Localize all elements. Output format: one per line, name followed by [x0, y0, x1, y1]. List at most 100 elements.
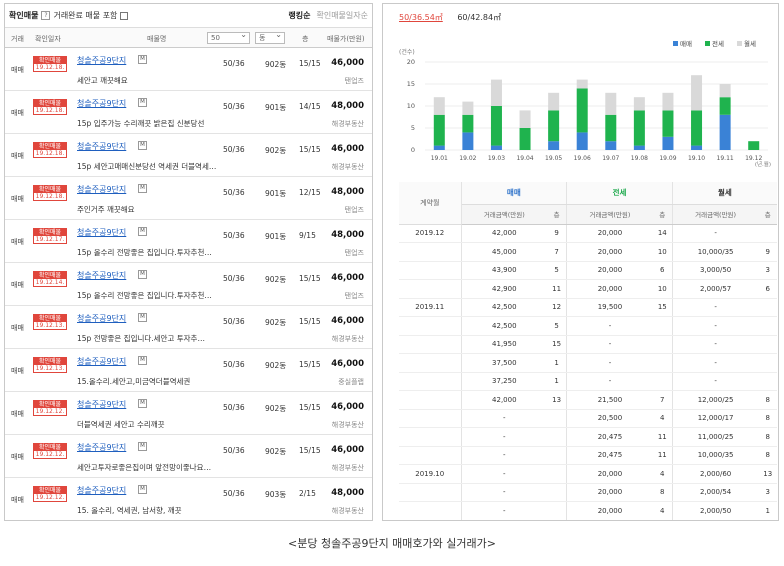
mobile-icon: M [138, 141, 147, 150]
sale-price: - [461, 409, 548, 428]
sale-floor [547, 446, 567, 465]
listing-name-link[interactable]: 청솔주공9단지 [77, 185, 127, 194]
confirmed-filter-label[interactable]: 확인매물 [9, 11, 39, 20]
jeonse-price: 20,000 [566, 261, 653, 280]
listing-name-link[interactable]: 청솔주공9단지 [77, 271, 127, 280]
listing-name-link[interactable]: 청솔주공9단지 [77, 443, 127, 452]
mobile-icon: M [138, 356, 147, 365]
monthly-price: 1,000/65 [672, 520, 758, 521]
listing-row[interactable]: 매매 확인매물 19.12.13. 청솔주공9단지 M 15p 전망좋은 집입니다.세안고… [5, 306, 372, 349]
listing-row[interactable]: 매매 확인매물 19.12.12. 청솔주공9단지 M 15. 올수리, 역세권, 남서향… [5, 478, 372, 520]
listing-description: 15p 올수리 전망좋은 집입니다.투자추천… [77, 291, 212, 300]
monthly-price: 3,000/50 [671, 261, 759, 280]
listing-name-link[interactable]: 청솔주공9단지 [77, 400, 127, 409]
listing-floor: 9/15 [299, 231, 316, 240]
area-tab-other[interactable]: 60/42.84㎡ [457, 13, 502, 22]
contract-month [399, 242, 462, 262]
jeonse-price: - [566, 335, 653, 354]
bar-segment [691, 110, 703, 146]
agent-name[interactable]: 해경부동산 [331, 421, 364, 429]
confirmed-date: 19.12.18. [34, 150, 66, 157]
agent-name[interactable]: 탠업즈 [344, 206, 364, 214]
bar-segment [519, 110, 531, 128]
bar-segment [633, 145, 645, 150]
dong-select[interactable]: 동 [255, 30, 285, 44]
listing-floor: 14/15 [299, 102, 321, 111]
sale-price: 43,900 [461, 261, 548, 280]
listing-row[interactable]: 매매 확인매물 19.12.18. 청솔주공9단지 M 15p 세안고매매신분당선 역세권… [5, 134, 372, 177]
agent-name[interactable]: 탠업즈 [344, 77, 364, 85]
x-tick-label: 19.07 [602, 155, 619, 162]
listing-dong: 901동 [265, 189, 287, 198]
confirmed-date: 19.12.12. [34, 451, 66, 458]
bar-segment [719, 97, 731, 115]
mobile-icon: M [138, 227, 147, 236]
confirmed-badge: 확인매물 19.12.12. [33, 486, 67, 502]
agent-name[interactable]: 해경부동산 [331, 120, 364, 128]
legend-swatch [737, 41, 742, 46]
contract-month [399, 501, 462, 520]
listing-price: 48,000 [331, 187, 364, 197]
listing-row[interactable]: 매매 확인매물 19.12.18. 청솔주공9단지 M 주인거주 깨끗해요 50/36 901… [5, 177, 372, 220]
monthly-floor [758, 372, 777, 391]
sale-floor: 11 [547, 279, 567, 299]
legend-label: 월세 [744, 39, 756, 48]
table-row: 2019.11 42,500 12 19,500 15- [399, 298, 777, 317]
agent-name[interactable]: 탠업즈 [344, 292, 364, 300]
table-row: -20,000 8 2,000/54 3 [399, 483, 777, 502]
listing-name-link[interactable]: 청솔주공9단지 [77, 56, 127, 65]
col-floor: 층 [302, 35, 309, 43]
sort-confirmed-date[interactable]: 확인매물일자순 [316, 11, 368, 20]
agent-name[interactable]: 중실플랩 [338, 378, 364, 386]
bar-segment [633, 97, 645, 111]
agent-name[interactable]: 해경부동산 [331, 335, 364, 343]
confirmed-badge-label: 확인매물 [34, 57, 66, 64]
sub-jeonse-price: 거래금액(만원) [566, 204, 653, 225]
listing-row[interactable]: 매매 확인매물 19.12.14. 청솔주공9단지 M 15p 올수리 전망좋은 집입니다… [5, 263, 372, 306]
help-icon[interactable]: ? [41, 11, 51, 20]
listing-row[interactable]: 매매 확인매물 19.12.12. 청솔주공9단지 M 더블역세권 세안고 수리깨끗 50/… [5, 392, 372, 435]
contract-month [399, 261, 462, 280]
mobile-icon: M [138, 270, 147, 279]
table-subhead: 거래금액(만원) 층 거래금액(만원) 층 거래금액(만원) 층 [399, 204, 777, 225]
listing-name-link[interactable]: 청솔주공9단지 [77, 357, 127, 366]
listing-area: 50/36 [223, 102, 245, 111]
listing-row[interactable]: 매매 확인매물 19.12.18. 청솔주공9단지 M 15p 입주가능 수리깨끗 밝은집… [5, 91, 372, 134]
bar-segment [719, 84, 731, 98]
bar-segment [548, 92, 560, 111]
listing-name-link[interactable]: 청솔주공9단지 [77, 228, 127, 237]
bar-segment [691, 145, 703, 150]
sale-floor: 12 [547, 298, 567, 317]
listing-name-link[interactable]: 청솔주공9단지 [77, 99, 127, 108]
monthly-price: - [671, 335, 759, 354]
listing-row[interactable]: 매매 확인매물 19.12.18. 청솔주공9단지 M 세안고 깨끗해요 50/36 902동… [5, 48, 372, 91]
jeonse-price: 20,475 [566, 446, 653, 465]
bar-segment [548, 110, 560, 142]
agent-name[interactable]: 탠업즈 [344, 249, 364, 257]
agent-name[interactable]: 해경부동산 [331, 163, 364, 171]
listing-row[interactable]: 매매 확인매물 19.12.13. 청솔주공9단지 M 15.올수리.세안고,미금역더블역… [5, 349, 372, 392]
sort-ranking[interactable]: 랭킹순 [288, 11, 311, 20]
include-completed-checkbox[interactable] [120, 11, 129, 20]
agent-name[interactable]: 해경부동산 [331, 507, 364, 515]
agent-name[interactable]: 해경부동산 [331, 464, 364, 472]
listing-area: 50/36 [223, 188, 245, 197]
sale-floor: 5 [547, 316, 567, 336]
listing-row[interactable]: 매매 확인매물 19.12.17. 청솔주공9단지 M 15p 올수리 전망좋은 집입니다… [5, 220, 372, 263]
listing-name-link[interactable]: 청솔주공9단지 [77, 314, 127, 323]
listing-dong: 901동 [265, 103, 287, 112]
table-row: -20,000 4 2,000/50 1 [399, 501, 777, 520]
contract-month [399, 372, 462, 391]
sale-floor [547, 483, 567, 502]
area-tab-active[interactable]: 50/36.54㎡ [399, 13, 443, 22]
sale-price: 42,000 [461, 390, 548, 410]
deal-type: 매매 [11, 496, 24, 504]
monthly-price: - [671, 353, 759, 373]
listing-name-link[interactable]: 청솔주공9단지 [77, 142, 127, 151]
area-select[interactable]: 50 [207, 30, 250, 44]
jeonse-price: - [566, 316, 653, 336]
listing-name-link[interactable]: 청솔주공9단지 [77, 486, 127, 495]
mobile-icon: M [138, 485, 147, 494]
listing-row[interactable]: 매매 확인매물 19.12.12. 청솔주공9단지 M 세안고투자로좋은집이며 앞전망이좋… [5, 435, 372, 478]
jeonse-price: 20,475 [566, 427, 653, 447]
